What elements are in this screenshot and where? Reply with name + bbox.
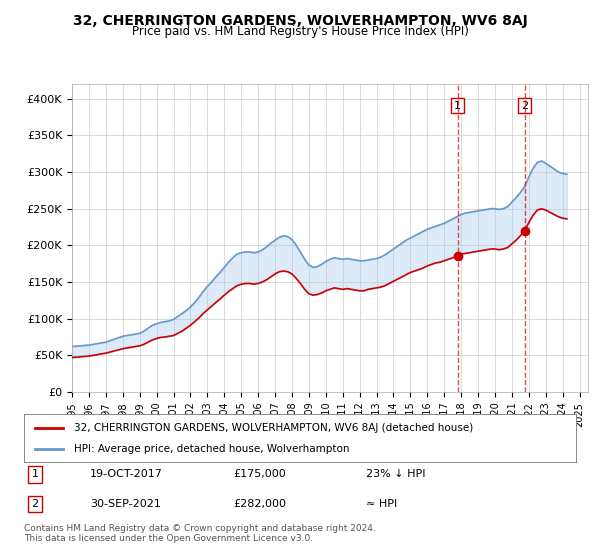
Text: 1: 1	[32, 469, 38, 479]
Text: £175,000: £175,000	[234, 469, 287, 479]
Text: 19-OCT-2017: 19-OCT-2017	[90, 469, 163, 479]
Text: £282,000: £282,000	[234, 499, 287, 509]
Text: ≈ HPI: ≈ HPI	[366, 499, 397, 509]
Text: Price paid vs. HM Land Registry's House Price Index (HPI): Price paid vs. HM Land Registry's House …	[131, 25, 469, 38]
Text: 30-SEP-2021: 30-SEP-2021	[90, 499, 161, 509]
Text: 2: 2	[31, 499, 38, 509]
Text: 32, CHERRINGTON GARDENS, WOLVERHAMPTON, WV6 8AJ (detached house): 32, CHERRINGTON GARDENS, WOLVERHAMPTON, …	[74, 423, 473, 433]
Text: HPI: Average price, detached house, Wolverhampton: HPI: Average price, detached house, Wolv…	[74, 444, 349, 454]
Text: 32, CHERRINGTON GARDENS, WOLVERHAMPTON, WV6 8AJ: 32, CHERRINGTON GARDENS, WOLVERHAMPTON, …	[73, 14, 527, 28]
Text: 1: 1	[454, 101, 461, 110]
Text: 2: 2	[521, 101, 528, 110]
Text: 23% ↓ HPI: 23% ↓ HPI	[366, 469, 426, 479]
Text: Contains HM Land Registry data © Crown copyright and database right 2024.
This d: Contains HM Land Registry data © Crown c…	[24, 524, 376, 543]
